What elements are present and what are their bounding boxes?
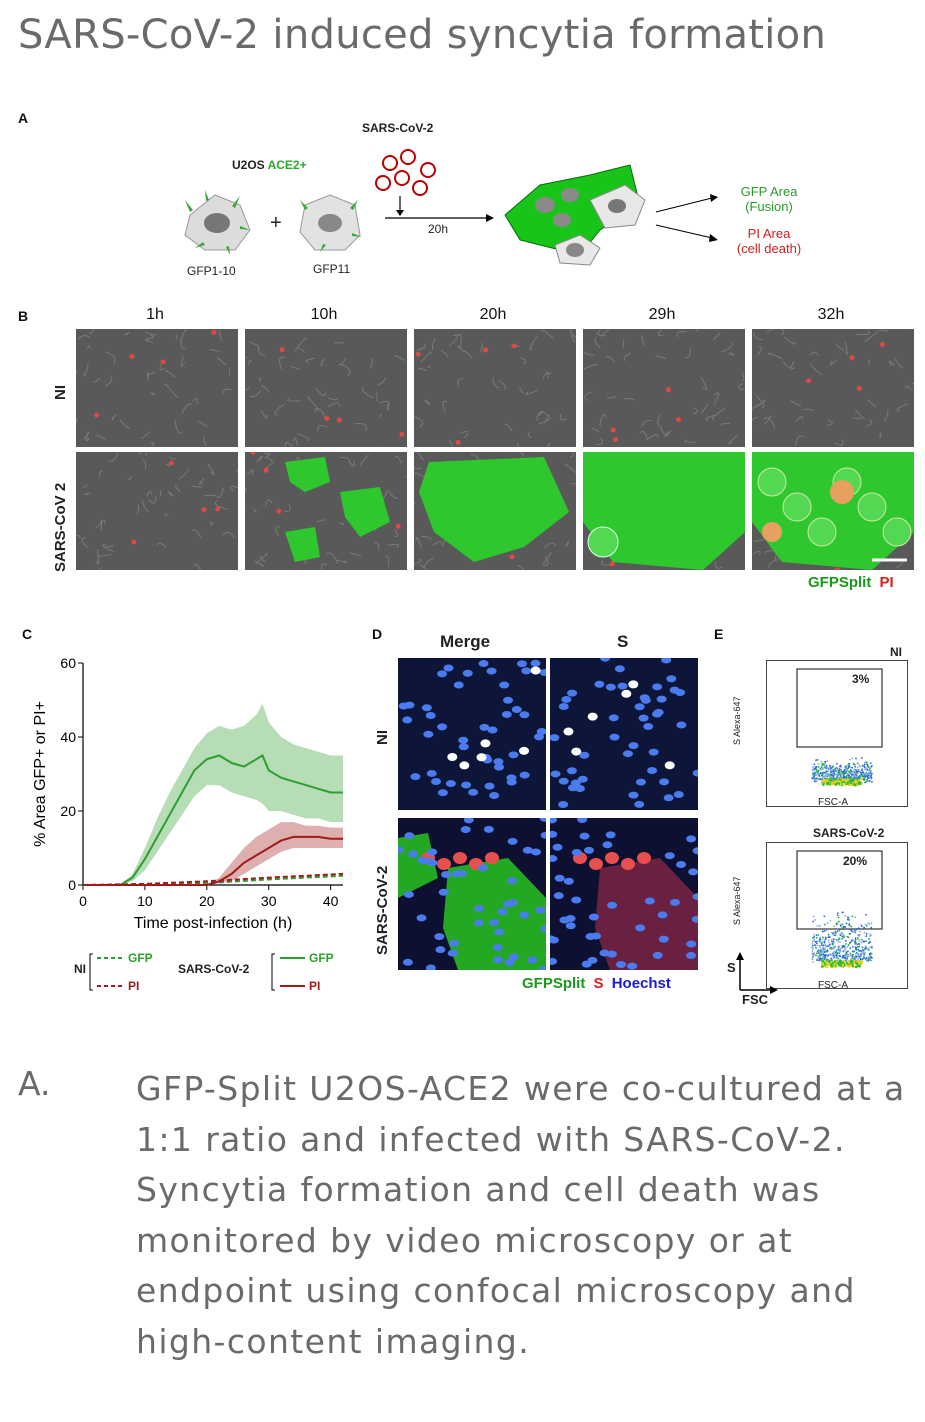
x-tick-label: 10 xyxy=(137,893,153,909)
row-label-sars: SARS-CoV-2 xyxy=(374,865,391,955)
series-line xyxy=(83,754,343,886)
virus-label: SARS-CoV-2 xyxy=(362,121,434,135)
y-tick-label: 40 xyxy=(60,729,76,745)
gfp11-label: GFP11 xyxy=(313,262,351,276)
panel-e-letter: E xyxy=(714,626,724,642)
u2os-label: U2OS ACE2+ xyxy=(232,158,307,172)
micrograph-ni xyxy=(414,329,576,447)
arrow-fsc-label: FSC xyxy=(742,992,768,1007)
micrograph-sars xyxy=(583,452,745,570)
flow-plot-ni xyxy=(766,660,908,807)
flow-bottom-percent: 20% xyxy=(843,854,868,868)
gfp11-cell-icon xyxy=(299,194,362,252)
confidence-band xyxy=(83,703,343,885)
row-label-sars: SARS-CoV 2 xyxy=(52,482,69,572)
timepoint-label: 32h xyxy=(817,306,845,323)
flow-top-yaxis: S Alexa-647 xyxy=(732,696,742,745)
series-line xyxy=(83,835,343,886)
micrograph-sars xyxy=(245,452,407,570)
panel-d-letter: D xyxy=(372,626,383,642)
gfp-area-output: GFP Area (Fusion) xyxy=(740,184,798,214)
legend-sars: SARS-CoV-2 xyxy=(178,962,250,976)
legend-sars-gfp: GFP xyxy=(309,951,334,965)
flow-top-label: NI xyxy=(890,645,902,659)
timepoint-label: 1h xyxy=(146,306,164,323)
caption-letter: A. xyxy=(18,1064,51,1103)
y-tick-label: 60 xyxy=(60,655,76,671)
axis-arrows-icon xyxy=(736,952,778,994)
micrograph-sars xyxy=(752,452,914,570)
flow-top-percent: 3% xyxy=(852,672,870,686)
micrograph-ni xyxy=(752,329,914,447)
x-tick-label: 30 xyxy=(261,893,277,909)
page-heading: SARS-CoV-2 induced syncytia formation xyxy=(18,12,827,58)
ni-merge-image xyxy=(398,658,546,810)
sars-s-image xyxy=(550,818,698,970)
flow-plot-sars xyxy=(766,842,908,989)
micrograph-ni xyxy=(583,329,745,447)
time-label: 20h xyxy=(428,222,449,236)
line-chart: 0 20 40 60 0 10 20 30 40 Time post-infection (h)%… xyxy=(32,655,344,932)
virus-particles-icon xyxy=(375,149,436,196)
flow-bottom-xaxis: FSC-A xyxy=(818,980,848,991)
x-tick-label: 0 xyxy=(79,893,87,909)
flow-bottom-yaxis: S Alexa-647 xyxy=(732,876,742,925)
plus-sign: + xyxy=(270,212,282,234)
y-tick-label: 0 xyxy=(68,877,76,893)
panel-b-letter: B xyxy=(18,308,29,324)
micrograph-sars xyxy=(414,452,576,570)
flow-top-xaxis: FSC-A xyxy=(818,797,848,808)
legend-lines xyxy=(89,953,305,991)
x-axis-label: Time post-infection (h) xyxy=(134,915,293,932)
col-label-merge: Merge xyxy=(440,632,491,651)
syncytium-icon xyxy=(504,164,646,266)
panel-d-legend: GFPSplit S Hoechst xyxy=(522,975,671,992)
legend-ni-pi: PI xyxy=(128,979,140,993)
panel-a-schematic xyxy=(184,149,718,266)
micrograph-sars xyxy=(76,452,238,570)
arrow-s-label: S xyxy=(727,960,736,975)
panel-a-letter: A xyxy=(18,110,29,126)
gfp1-10-cell-icon xyxy=(184,190,251,255)
micrograph-ni xyxy=(245,329,407,447)
ni-s-image xyxy=(550,658,698,810)
legend-ni: NI xyxy=(74,962,86,976)
legend-ni-gfp: GFP xyxy=(128,951,153,965)
timepoint-label: 29h xyxy=(648,306,676,323)
y-axis-label: % Area GFP+ or PI+ xyxy=(32,701,49,847)
confidence-band xyxy=(83,822,343,885)
panel-b-legend: GFPSplit PI xyxy=(808,574,894,591)
row-label-ni: NI xyxy=(52,385,69,400)
sars-merge-image xyxy=(398,818,546,970)
caption-text: GFP-Split U2OS-ACE2 were co-cultured at … xyxy=(136,1069,906,1361)
flow-bottom-label: SARS-CoV-2 xyxy=(813,826,885,840)
y-tick-label: 20 xyxy=(60,803,76,819)
col-label-s: S xyxy=(617,632,629,651)
x-tick-label: 20 xyxy=(199,893,215,909)
panel-c-letter: C xyxy=(22,626,33,642)
legend-sars-pi: PI xyxy=(309,979,321,993)
gfp1-10-label: GFP1-10 xyxy=(187,264,236,278)
x-tick-label: 40 xyxy=(323,893,339,909)
pi-area-output: PI Area (cell death) xyxy=(736,226,802,256)
timepoint-label: 10h xyxy=(310,306,338,323)
timepoint-label: 20h xyxy=(479,306,507,323)
micrograph-ni xyxy=(76,329,238,447)
row-label-ni: NI xyxy=(374,730,391,745)
